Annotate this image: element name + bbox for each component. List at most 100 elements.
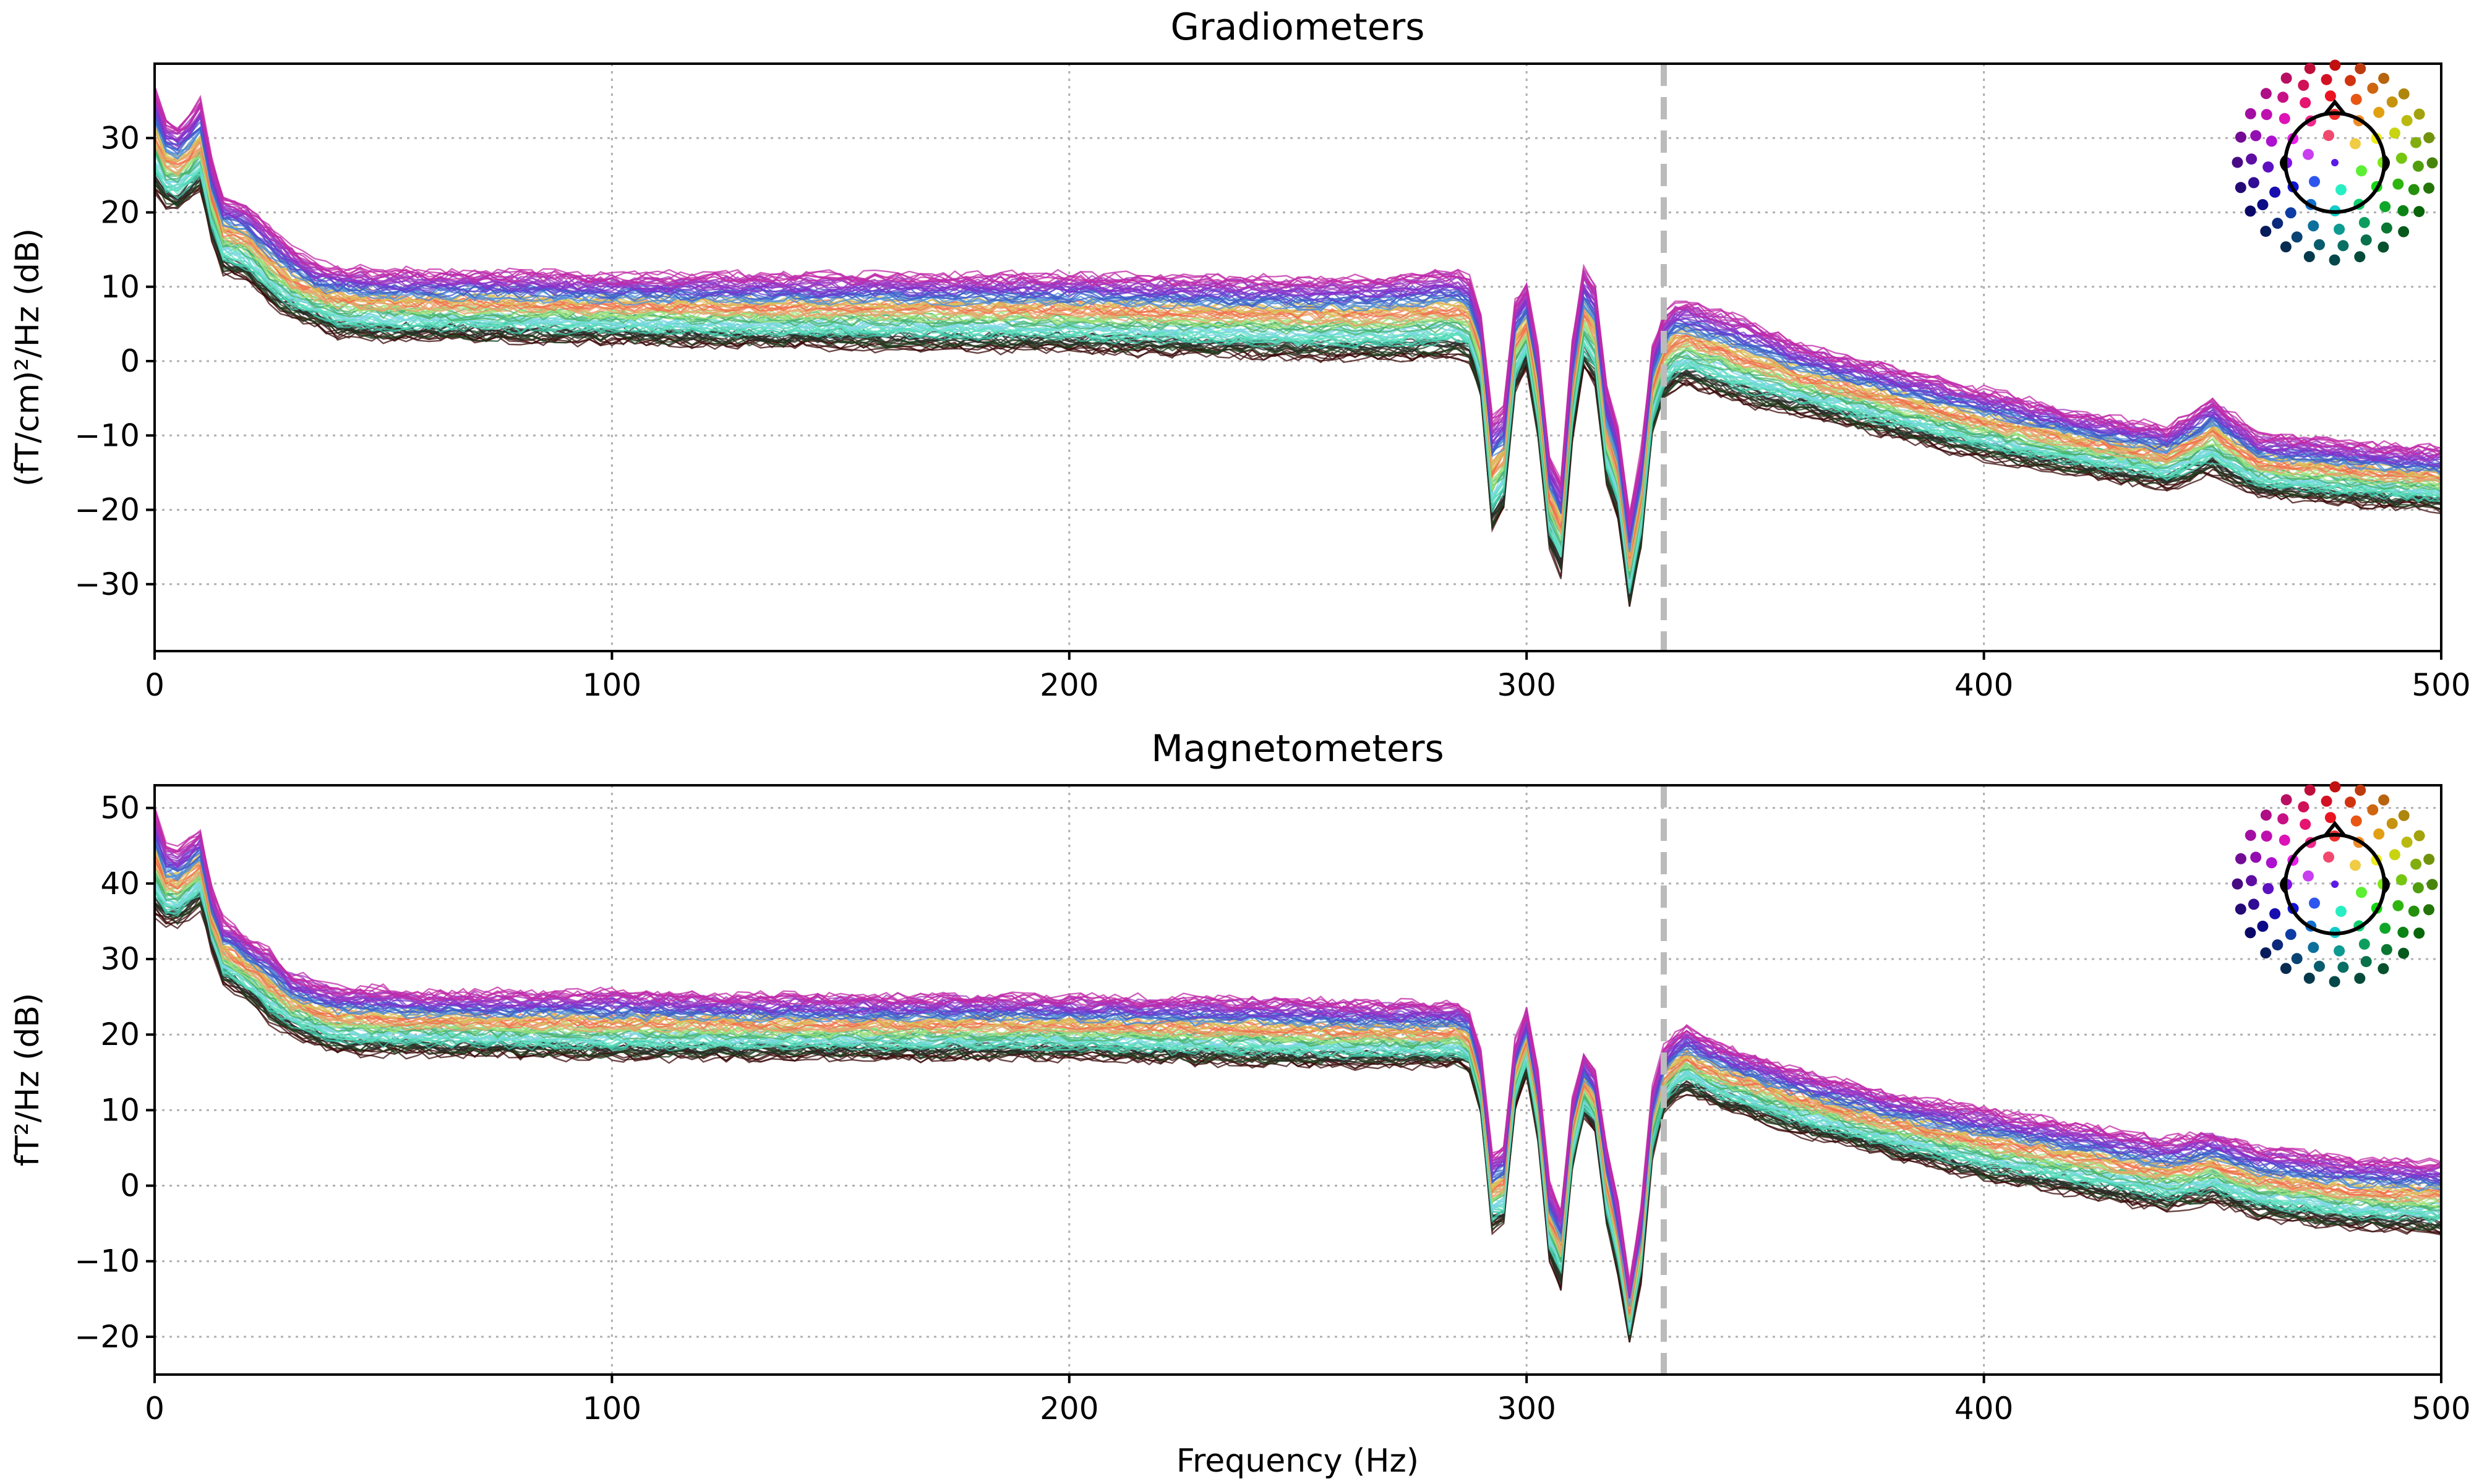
y-tick-label: −30: [74, 566, 140, 602]
psd-trace: [155, 167, 2441, 589]
sensor-dot: [2355, 63, 2366, 74]
sensor-dot: [2378, 72, 2390, 84]
sensor-dot: [2308, 220, 2319, 232]
psd-trace: [155, 895, 2441, 1331]
x-tick-label: 500: [2412, 667, 2470, 703]
y-axis-label: fT²/Hz (dB): [9, 993, 46, 1167]
sensor-dot: [2309, 176, 2320, 187]
sensor-dot: [2379, 201, 2391, 213]
sensor-dot: [2324, 90, 2336, 102]
psd-trace: [155, 850, 2441, 1305]
sensor-dot: [2304, 784, 2316, 796]
psd-trace: [155, 882, 2441, 1331]
sensor-dot: [2412, 160, 2424, 172]
psd-trace: [155, 189, 2441, 604]
head-nose: [2323, 821, 2347, 837]
psd-trace: [155, 855, 2441, 1312]
sensor-dot: [2423, 853, 2435, 865]
sensor-dot: [2334, 945, 2345, 957]
psd-trace: [155, 875, 2441, 1318]
sensor-dot: [2355, 785, 2366, 796]
sensor-dot: [2285, 929, 2296, 940]
sensor-dot: [2386, 817, 2398, 829]
x-tick-label: 200: [1040, 1391, 1098, 1426]
sensor-dot: [2314, 239, 2325, 250]
gradiometers-panel: Gradiometers 0 100 200 300 400 500 −30 −20 −10 0 1…: [9, 6, 2471, 703]
psd-trace: [155, 856, 2441, 1307]
sensor-dot: [2245, 829, 2256, 841]
psd-trace: [155, 171, 2441, 589]
psd-trace: [155, 876, 2441, 1318]
sensor-dot: [2260, 809, 2272, 821]
psd-trace: [155, 843, 2441, 1298]
psd-trace: [155, 149, 2441, 575]
psd-trace: [155, 85, 2441, 517]
sensor-dot: [2308, 942, 2319, 953]
sensor-dot: [2298, 801, 2309, 812]
head-ears: [2280, 155, 2390, 172]
sensor-layout-icon: [2232, 59, 2438, 266]
sensor-dot: [2413, 108, 2425, 120]
psd-trace: [155, 903, 2441, 1331]
y-tick-label: −10: [74, 1243, 140, 1279]
sensor-dot: [2280, 794, 2292, 806]
sensor-dot: [2398, 809, 2410, 821]
psd-trace: [155, 864, 2441, 1316]
sensor-dot: [2358, 216, 2370, 228]
sensor-dot: [2329, 254, 2340, 266]
sensor-dot: [2337, 240, 2349, 252]
x-tick-label: 400: [1954, 1391, 2013, 1426]
psd-trace: [155, 842, 2441, 1299]
sensor-dot: [2337, 962, 2349, 973]
psd-trace: [155, 169, 2441, 587]
sensor-dot: [2272, 939, 2284, 951]
psd-trace: [155, 895, 2441, 1328]
psd-trace: [155, 903, 2441, 1343]
sensor-dot: [2329, 976, 2340, 987]
psd-trace: [155, 176, 2441, 599]
sensor-dot: [2329, 59, 2341, 71]
sensor-dot: [2345, 796, 2356, 808]
sensor-dot: [2266, 857, 2277, 869]
sensor-dot: [2298, 79, 2309, 91]
psd-trace: [155, 179, 2441, 596]
psd-trace: [155, 854, 2441, 1308]
sensor-dot: [2389, 127, 2400, 139]
sensor-dot: [2303, 973, 2315, 984]
ticks: 0 100 200 300 400 500 −20 −10 0 10 20 30 40 50: [74, 790, 2470, 1426]
psd-trace: [155, 901, 2441, 1329]
sensor-dot: [2260, 88, 2272, 100]
psd-trace: [155, 844, 2441, 1295]
sensor-dot: [2277, 813, 2289, 825]
psd-trace: [155, 868, 2441, 1318]
sensor-dot: [2235, 182, 2246, 194]
psd-trace: [155, 160, 2441, 584]
psd-trace: [155, 160, 2441, 574]
sensor-dot: [2381, 222, 2392, 234]
psd-trace: [155, 879, 2441, 1322]
sensor-dot: [2304, 62, 2316, 74]
psd-trace: [155, 900, 2441, 1341]
sensor-dot: [2392, 178, 2404, 190]
sensor-dot: [2303, 870, 2314, 882]
y-tick-label: 20: [100, 195, 140, 231]
y-tick-label: 30: [100, 120, 140, 156]
psd-trace: [155, 884, 2441, 1326]
sensor-dot: [2360, 234, 2372, 246]
sensor-dot: [2280, 241, 2292, 253]
sensor-dot: [2360, 956, 2372, 968]
sensor-dot: [2408, 184, 2420, 195]
sensor-dot: [2335, 905, 2347, 917]
psd-trace: [155, 843, 2441, 1307]
sensor-dot: [2261, 109, 2272, 121]
sensor-dot: [2257, 199, 2269, 210]
sensor-dot: [2386, 96, 2398, 108]
psd-trace: [155, 104, 2441, 532]
sensor-dot: [2381, 944, 2392, 955]
sensor-dot: [2331, 159, 2339, 166]
psd-trace: [155, 182, 2441, 599]
sensor-dot: [2392, 900, 2404, 911]
sensor-dot: [2401, 837, 2413, 848]
psd-trace: [155, 170, 2441, 594]
sensor-dot: [2279, 113, 2290, 124]
